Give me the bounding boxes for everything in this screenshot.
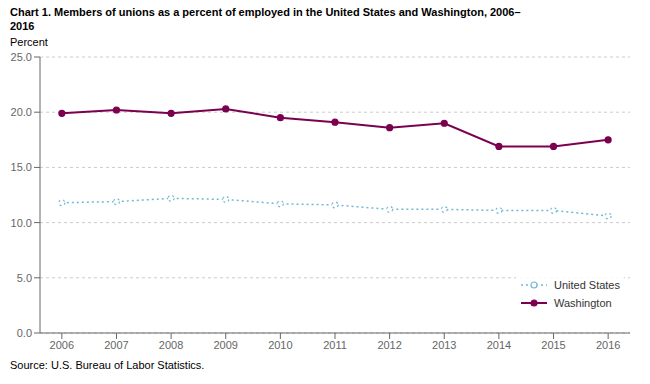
svg-text:25.0: 25.0 xyxy=(11,51,32,63)
html-text:Chart 1. Members of unions as: Chart 1. Members of unions as a percent … xyxy=(10,6,521,18)
svg-text:2015: 2015 xyxy=(541,339,565,351)
svg-text:20.0: 20.0 xyxy=(11,106,32,118)
svg-text:2011: 2011 xyxy=(323,339,347,351)
svg-text:5.0: 5.0 xyxy=(17,272,32,284)
html-text:Washington: Washington xyxy=(554,297,612,309)
svg-text:10.0: 10.0 xyxy=(11,217,32,229)
svg-text:15.0: 15.0 xyxy=(11,161,32,173)
html-text:Source: U.S. Bureau of Labor S: Source: U.S. Bureau of Labor Statistics. xyxy=(10,359,205,371)
svg-text:2006: 2006 xyxy=(50,339,74,351)
svg-text:2009: 2009 xyxy=(213,339,237,351)
svg-text:2012: 2012 xyxy=(377,339,401,351)
svg-text:0.0: 0.0 xyxy=(17,327,32,339)
svg-text:2007: 2007 xyxy=(104,339,128,351)
html-text:Percent: Percent xyxy=(10,36,48,48)
svg-text:2010: 2010 xyxy=(268,339,292,351)
svg-text:2016: 2016 xyxy=(596,339,620,351)
svg-text:2014: 2014 xyxy=(487,339,511,351)
svg-text:2008: 2008 xyxy=(159,339,183,351)
html-text:United States: United States xyxy=(554,279,620,291)
html-text:2016: 2016 xyxy=(10,20,35,32)
svg-text:2013: 2013 xyxy=(432,339,456,351)
